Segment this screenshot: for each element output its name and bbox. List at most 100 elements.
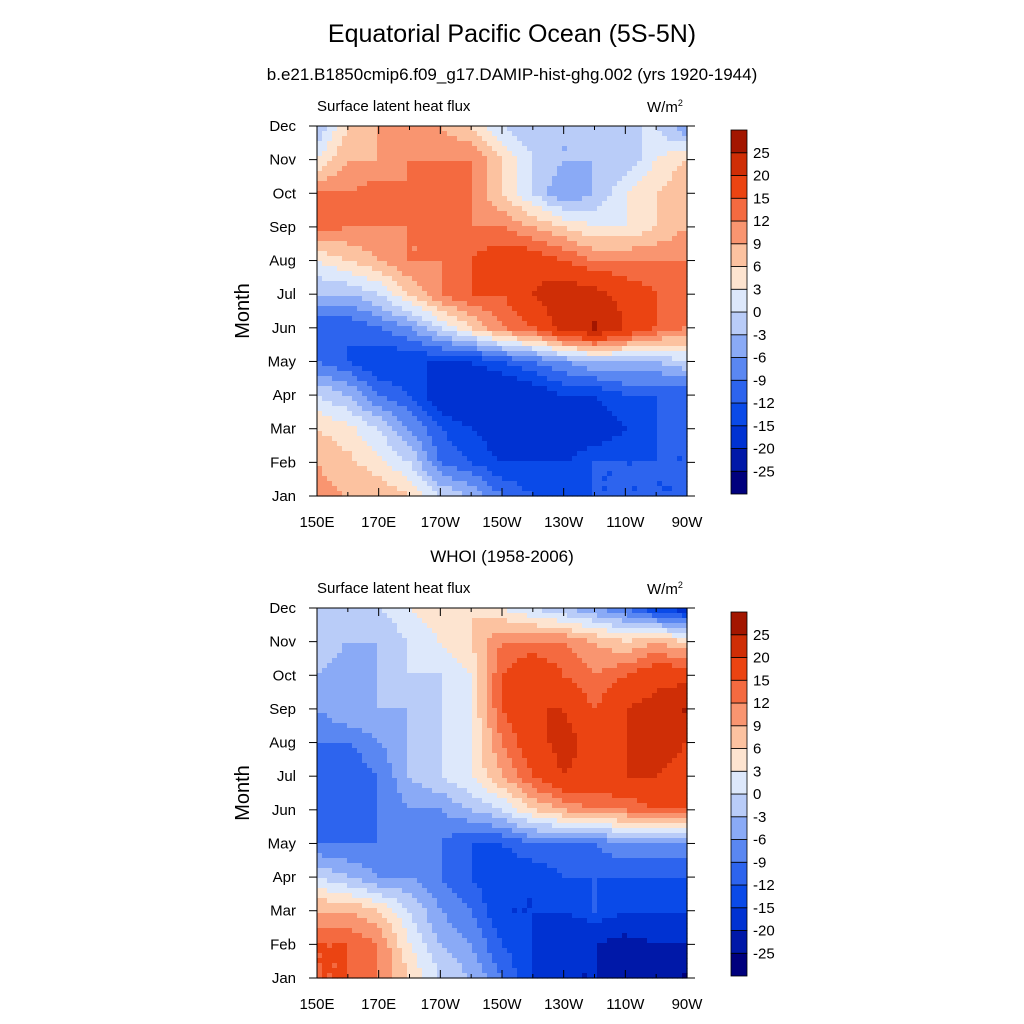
contour-cell (482, 161, 488, 167)
contour-cell (432, 136, 438, 142)
contour-cell (447, 391, 453, 397)
contour-cell (512, 261, 518, 267)
contour-cell (317, 331, 323, 337)
contour-cell (327, 196, 333, 202)
contour-cell (547, 456, 553, 462)
contour-cell (382, 326, 388, 332)
contour-cell (517, 416, 523, 422)
contour-cell (487, 281, 493, 287)
contour-cell (327, 416, 333, 422)
contour-cell (682, 206, 688, 212)
contour-cell (432, 246, 438, 252)
contour-cell (637, 351, 643, 357)
contour-cell (592, 336, 598, 342)
contour-cell (632, 136, 638, 142)
contour-cell (342, 351, 348, 357)
contour-cell (452, 156, 458, 162)
contour-cell (547, 331, 553, 337)
contour-cell (627, 211, 633, 217)
contour-cell (382, 251, 388, 257)
contour-cell (447, 311, 453, 317)
contour-cell (677, 171, 683, 177)
contour-cell (607, 261, 613, 267)
contour-cell (387, 191, 393, 197)
contour-cell (417, 201, 423, 207)
contour-cell (522, 131, 528, 137)
contour-cell (502, 161, 508, 167)
contour-cell (647, 331, 653, 337)
contour-cell (522, 301, 528, 307)
contour-cell (412, 456, 418, 462)
contour-cell (317, 186, 323, 192)
contour-cell (372, 271, 378, 277)
contour-cell (647, 221, 653, 227)
contour-cell (337, 161, 343, 167)
contour-cell (492, 211, 498, 217)
contour-cell (617, 261, 623, 267)
contour-cell (497, 171, 503, 177)
contour-cell (342, 336, 348, 342)
contour-cell (322, 131, 328, 137)
contour-cell (332, 161, 338, 167)
contour-cell (417, 366, 423, 372)
contour-cell (547, 446, 553, 452)
contour-cell (417, 171, 423, 177)
contour-cell (392, 186, 398, 192)
contour-cell (342, 371, 348, 377)
contour-cell (452, 286, 458, 292)
contour-cell (392, 361, 398, 367)
contour-cell (542, 366, 548, 372)
contour-cell (587, 441, 593, 447)
contour-cell (317, 126, 323, 132)
contour-cell (582, 341, 588, 347)
contour-cell (342, 231, 348, 237)
contour-cell (682, 351, 688, 357)
contour-cell (447, 146, 453, 152)
contour-cell (402, 251, 408, 257)
contour-cell (387, 141, 393, 147)
contour-cell (532, 311, 538, 317)
contour-cell (602, 191, 608, 197)
contour-cell (677, 256, 683, 262)
contour-cell (322, 431, 328, 437)
contour-cell (517, 361, 523, 367)
contour-cell (552, 411, 558, 417)
contour-cell (342, 181, 348, 187)
contour-cell (442, 441, 448, 447)
contour-cell (417, 396, 423, 402)
contour-cell (572, 341, 578, 347)
contour-cell (467, 136, 473, 142)
contour-cell (472, 266, 478, 272)
contour-cell (652, 446, 658, 452)
contour-cell (317, 246, 323, 252)
contour-cell (332, 241, 338, 247)
contour-cell (437, 266, 443, 272)
contour-cell (462, 281, 468, 287)
contour-cell (517, 251, 523, 257)
contour-cell (492, 431, 498, 437)
contour-cell (472, 261, 478, 267)
contour-cell (527, 186, 533, 192)
contour-cell (587, 196, 593, 202)
contour-cell (487, 376, 493, 382)
contour-cell (612, 126, 618, 132)
contour-cell (567, 401, 573, 407)
contour-cell (562, 156, 568, 162)
contour-cell (677, 426, 683, 432)
contour-cell (422, 231, 428, 237)
contour-cell (427, 441, 433, 447)
contour-cell (537, 281, 543, 287)
contour-cell (432, 441, 438, 447)
contour-cell (637, 316, 643, 322)
contour-cell (352, 281, 358, 287)
contour-cell (637, 196, 643, 202)
contour-cell (557, 341, 563, 347)
contour-cell (357, 156, 363, 162)
contour-cell (632, 191, 638, 197)
contour-cell (442, 306, 448, 312)
contour-cell (647, 286, 653, 292)
contour-cell (542, 276, 548, 282)
contour-cell (672, 421, 678, 427)
contour-cell (487, 191, 493, 197)
contour-cell (482, 361, 488, 367)
